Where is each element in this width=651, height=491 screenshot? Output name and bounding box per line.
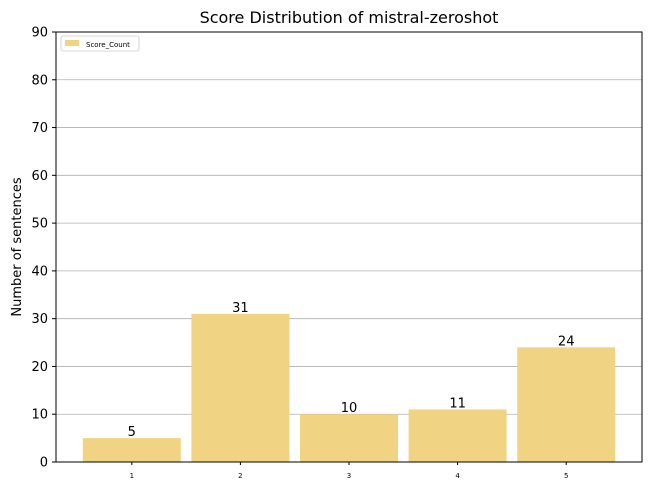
y-tick-label: 10	[31, 408, 48, 423]
bar	[300, 414, 398, 462]
legend: Score_Count	[60, 35, 140, 52]
y-tick-label: 90	[31, 26, 48, 41]
x-tick-label: 5	[564, 472, 568, 480]
y-tick-label: 0	[40, 456, 48, 471]
y-tick-label: 80	[31, 73, 48, 88]
x-tick-label: 4	[455, 472, 460, 480]
data-label: 11	[449, 396, 466, 411]
legend-label: Score_Count	[86, 41, 130, 49]
x-tick-label: 1	[130, 472, 134, 480]
chart-title: Score Distribution of mistral-zeroshot	[200, 8, 499, 27]
data-label: 31	[232, 301, 249, 316]
data-label: 5	[128, 425, 136, 440]
x-tick-label: 2	[238, 472, 242, 480]
bar	[82, 438, 181, 462]
x-tick-label: 3	[347, 472, 351, 480]
y-tick-label: 60	[31, 169, 48, 184]
gridlines	[56, 79, 642, 415]
bar	[191, 313, 290, 462]
data-label: 10	[341, 401, 358, 416]
y-tick-label: 20	[31, 360, 48, 375]
bars	[82, 313, 616, 462]
bar	[408, 409, 507, 462]
data-labels: 5 31 10 11 24	[128, 301, 575, 440]
y-tick-label: 50	[31, 217, 48, 232]
y-tick-label: 30	[31, 312, 48, 327]
data-label: 24	[558, 334, 575, 349]
y-axis-label: Number of sentences	[10, 177, 25, 317]
legend-swatch	[65, 40, 79, 46]
bar	[517, 347, 616, 462]
y-tick-label: 40	[31, 264, 48, 279]
legend-box	[60, 35, 140, 52]
y-tick-label: 70	[31, 121, 48, 136]
y-axis-ticks: 0 10 20 30 40 50 60 70 80 90	[31, 26, 56, 471]
x-axis-ticks: 1 2 3 4 5	[130, 462, 568, 480]
